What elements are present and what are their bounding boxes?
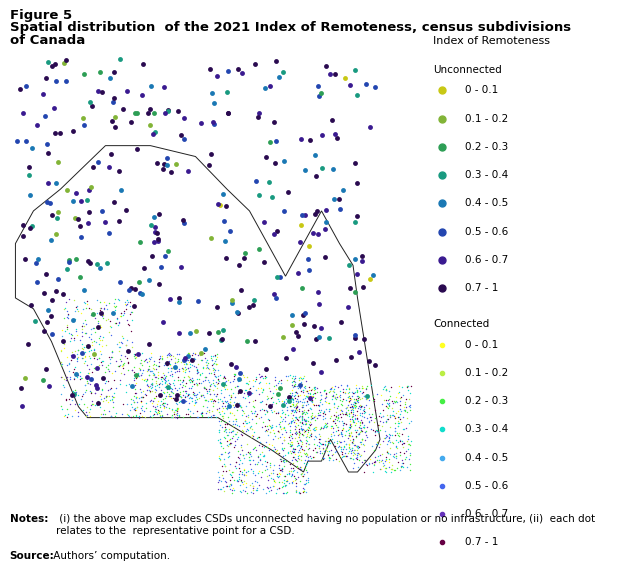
Text: 0.1 - 0.2: 0.1 - 0.2: [465, 114, 508, 124]
Text: 0 - 0.1: 0 - 0.1: [465, 86, 498, 95]
Text: Unconnected: Unconnected: [433, 65, 502, 75]
Text: 0.4 - 0.5: 0.4 - 0.5: [465, 452, 508, 463]
Text: Source:: Source:: [10, 551, 55, 561]
Polygon shape: [15, 146, 380, 472]
Text: 0.5 - 0.6: 0.5 - 0.6: [465, 481, 508, 491]
Text: Notes:: Notes:: [10, 514, 48, 524]
Text: (i) the above map excludes CSDs unconnected having no population or no infrastru: (i) the above map excludes CSDs unconnec…: [56, 514, 595, 536]
Text: Index of Remoteness: Index of Remoteness: [433, 36, 550, 46]
Text: 0.3 - 0.4: 0.3 - 0.4: [465, 170, 508, 180]
Text: 0 - 0.1: 0 - 0.1: [465, 340, 498, 350]
Text: 0.2 - 0.3: 0.2 - 0.3: [465, 142, 508, 152]
Text: 0.4 - 0.5: 0.4 - 0.5: [465, 198, 508, 209]
Text: Spatial distribution  of the 2021 Index of Remoteness, census subdivisions: Spatial distribution of the 2021 Index o…: [10, 21, 571, 34]
Text: Connected: Connected: [433, 319, 489, 329]
Text: 0.6 - 0.7: 0.6 - 0.7: [465, 509, 508, 519]
Text: 0.1 - 0.2: 0.1 - 0.2: [465, 368, 508, 378]
Text: Authors’ computation.: Authors’ computation.: [50, 551, 170, 561]
Text: 0.3 - 0.4: 0.3 - 0.4: [465, 424, 508, 434]
Text: 0.2 - 0.3: 0.2 - 0.3: [465, 396, 508, 406]
Text: Figure 5: Figure 5: [10, 9, 72, 22]
Text: of Canada: of Canada: [10, 34, 85, 47]
Text: 0.7 - 1: 0.7 - 1: [465, 538, 498, 547]
Text: 0.6 - 0.7: 0.6 - 0.7: [465, 255, 508, 265]
Text: 0.7 - 1: 0.7 - 1: [465, 283, 498, 293]
Text: 0.5 - 0.6: 0.5 - 0.6: [465, 227, 508, 236]
